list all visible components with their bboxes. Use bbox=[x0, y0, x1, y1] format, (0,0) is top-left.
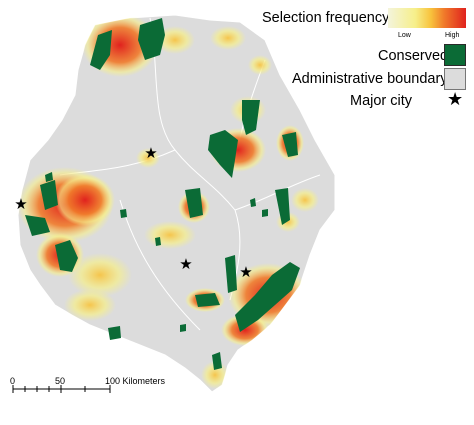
star-icon: ★ bbox=[447, 89, 464, 109]
scale-label-50: 50 bbox=[55, 376, 66, 386]
conserved-areas bbox=[25, 18, 300, 370]
scale-bar bbox=[12, 385, 111, 393]
legend-admin-boundary-label: Administrative boundary bbox=[292, 71, 448, 87]
major-cities: ★ ★ ★ ★ bbox=[14, 144, 252, 281]
city-marker: ★ bbox=[14, 195, 27, 213]
city-marker: ★ bbox=[239, 263, 252, 281]
scale-label-100: 100 Kilometers bbox=[105, 376, 166, 386]
legend-conserved-label: Conserved bbox=[378, 48, 449, 64]
city-marker: ★ bbox=[144, 144, 157, 162]
city-marker: ★ bbox=[179, 255, 192, 273]
legend-title: Selection frequency bbox=[262, 10, 390, 26]
selection-frequency-gradient bbox=[388, 8, 466, 28]
legend-major-city-label: Major city bbox=[350, 93, 413, 109]
gradient-high-label: High bbox=[445, 32, 460, 39]
gradient-low-label: Low bbox=[398, 32, 411, 39]
scale-label-0: 0 bbox=[10, 376, 16, 386]
legend-conserved-swatch bbox=[444, 44, 466, 66]
legend-admin-boundary-swatch bbox=[444, 68, 466, 90]
